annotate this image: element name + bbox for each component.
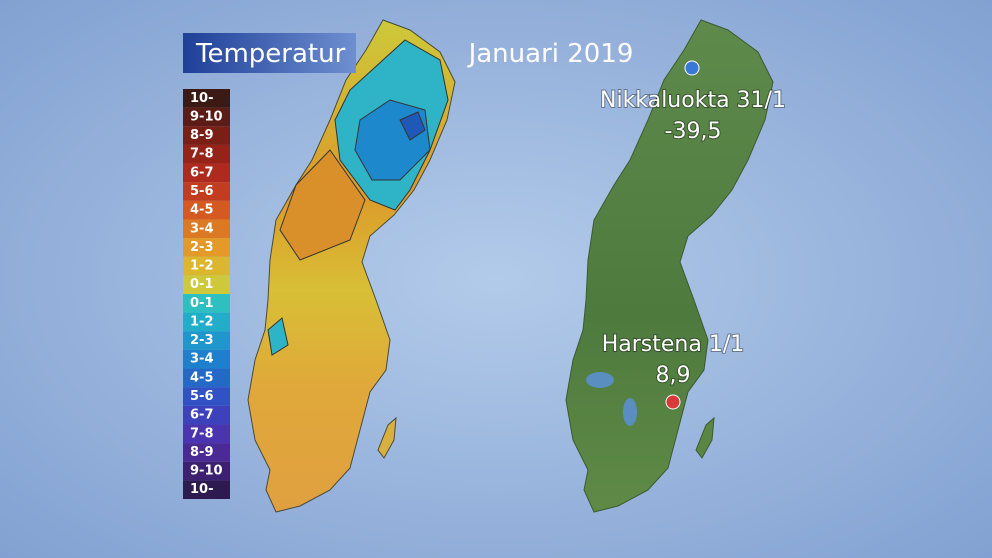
title: Temperatur bbox=[195, 39, 346, 69]
legend-swatch bbox=[183, 331, 230, 350]
legend-label: 8-9 bbox=[190, 445, 214, 460]
legend-label: 2-3 bbox=[190, 240, 214, 255]
legend-label: 3-4 bbox=[190, 221, 214, 236]
legend-label: 4-5 bbox=[190, 370, 214, 385]
legend-label: 10- bbox=[190, 482, 214, 497]
legend-swatch bbox=[183, 144, 230, 164]
period: Januari 2019 bbox=[467, 39, 634, 69]
station-dot bbox=[684, 60, 700, 76]
legend-swatch bbox=[183, 89, 230, 108]
legend-swatch bbox=[183, 256, 230, 276]
legend-swatch bbox=[183, 424, 230, 444]
legend-label: 0-1 bbox=[190, 296, 214, 311]
station-name: Harstena 1/1 bbox=[602, 332, 745, 357]
legend-label: 9-10 bbox=[190, 109, 223, 124]
legend-swatch bbox=[183, 349, 230, 369]
terrain-map bbox=[565, 19, 774, 513]
stations: Nikkaluokta 31/1 -39,5 Harstena 1/1 8,9 bbox=[599, 60, 787, 410]
legend-label: 10- bbox=[190, 91, 214, 106]
legend-swatch bbox=[183, 480, 230, 499]
legend-label: 5-6 bbox=[190, 184, 214, 199]
legend-swatch bbox=[183, 461, 230, 481]
legend: 10- 9-10 8-9 7-8 6-7 5-6 4-5 3-4 2-3 1-2 0-1 0-1 1-2… bbox=[183, 89, 230, 499]
legend-label: 5-6 bbox=[190, 389, 214, 404]
legend-swatch bbox=[183, 163, 230, 183]
legend-label: 7-8 bbox=[190, 426, 214, 441]
station-name: Nikkaluokta 31/1 bbox=[600, 88, 786, 113]
legend-label: 9-10 bbox=[190, 464, 223, 479]
legend-label: 7-8 bbox=[190, 147, 214, 162]
legend-swatch bbox=[183, 238, 230, 257]
lake bbox=[586, 372, 614, 388]
legend-swatch bbox=[183, 312, 230, 332]
legend-swatch bbox=[183, 275, 230, 294]
legend-swatch bbox=[183, 219, 230, 239]
temperature-map bbox=[247, 19, 456, 513]
station-value: -39,5 bbox=[665, 119, 722, 144]
title-box bbox=[183, 33, 356, 73]
legend-swatch bbox=[183, 368, 230, 388]
lake bbox=[623, 398, 637, 426]
legend-swatch bbox=[183, 405, 230, 425]
legend-swatch bbox=[183, 182, 230, 201]
legend-label: 6-7 bbox=[190, 165, 214, 180]
legend-swatch bbox=[183, 387, 230, 406]
legend-label: 3-4 bbox=[190, 352, 214, 367]
legend-swatch bbox=[183, 200, 230, 220]
legend-swatch bbox=[183, 107, 230, 127]
legend-label: 6-7 bbox=[190, 408, 214, 423]
legend-swatch bbox=[183, 443, 230, 462]
legend-label: 2-3 bbox=[190, 333, 214, 348]
legend-label: 4-5 bbox=[190, 203, 214, 218]
legend-swatch bbox=[183, 294, 230, 313]
legend-swatch bbox=[183, 126, 230, 145]
station-value: 8,9 bbox=[656, 363, 691, 388]
station-dot bbox=[665, 394, 681, 410]
legend-label: 1-2 bbox=[190, 259, 214, 274]
legend-label: 1-2 bbox=[190, 314, 214, 329]
legend-label: 0-1 bbox=[190, 277, 214, 292]
legend-label: 8-9 bbox=[190, 128, 214, 143]
